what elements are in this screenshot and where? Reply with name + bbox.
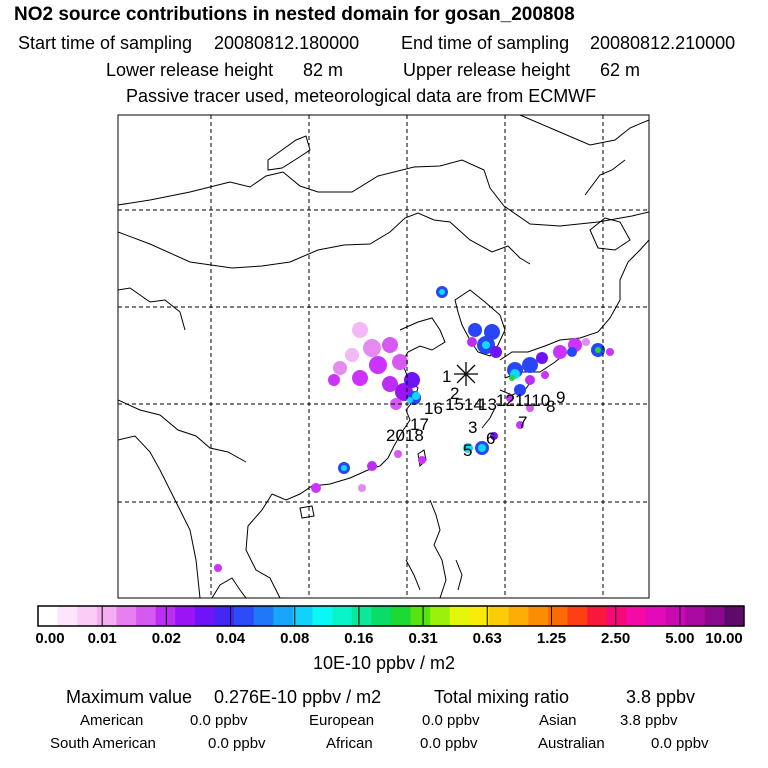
lower-height-value: 82 m — [303, 60, 344, 80]
region-australian-value: 0.0 ppbv — [651, 735, 709, 752]
source-label-7: 7 — [518, 413, 527, 432]
region-asian-value: 3.8 ppbv — [620, 712, 678, 729]
lower-height-label: Lower release height — [106, 60, 274, 80]
source-labels: 1 2 1514 13 121110 9 8 16 17 2018 3 7 6 … — [386, 367, 565, 460]
colorbar-tick-label: 0.63 — [472, 630, 502, 647]
colorbar-cell — [645, 606, 666, 626]
source-label-3: 3 — [468, 418, 477, 437]
colorbar-unit: 10E-10 ppbv / m2 — [312, 653, 456, 673]
end-time-label: End time of sampling — [401, 33, 570, 53]
region-south-american-name: South American — [50, 735, 156, 752]
source-label-20-18: 2018 — [386, 426, 424, 445]
receptor-marker — [454, 362, 478, 386]
colorbar-cell — [469, 606, 490, 626]
start-time-value: 20080812.180000 — [214, 33, 360, 53]
max-value: 0.276E-10 ppbv / m2 — [214, 687, 382, 707]
source-label-5-4: 5 — [463, 441, 472, 460]
colorbar-cell — [116, 606, 137, 626]
colorbar-cell — [528, 606, 549, 626]
colorbar-cell — [273, 606, 294, 626]
colorbar-cell — [194, 606, 215, 626]
colorbar-tick-label: 0.31 — [408, 630, 438, 647]
colorbar-cell — [96, 606, 117, 626]
colorbar-cell — [391, 606, 411, 626]
source-label-2: 2 — [450, 384, 459, 403]
colorbar-cell — [704, 606, 725, 626]
colorbar-cell — [38, 606, 58, 626]
colorbar-tick-label: 0.02 — [151, 630, 181, 647]
map-title: NO2 source contributions in nested domai… — [14, 4, 575, 25]
region-asian-name: Asian — [539, 712, 577, 729]
region-african-name: African — [326, 735, 373, 752]
source-label-1: 1 — [442, 367, 451, 386]
colorbar-tick-label: 1.25 — [536, 630, 567, 647]
region-south-american-value: 0.0 ppbv — [208, 735, 266, 752]
colorbar-cell — [410, 606, 431, 626]
start-time-label: Start time of sampling — [18, 33, 193, 53]
source-label-13: 13 — [478, 395, 497, 414]
total-mixing-value: 3.8 ppbv — [626, 687, 696, 707]
plume-cells — [214, 286, 614, 572]
source-label-9: 9 — [556, 388, 565, 407]
colorbar-cell — [547, 606, 568, 626]
colorbar-cell — [371, 606, 392, 626]
colorbar-cell — [351, 606, 372, 626]
region-european-value: 0.0 ppbv — [422, 712, 480, 729]
region-european-name: European — [309, 712, 375, 729]
region-american-name: American — [80, 712, 144, 729]
colorbar-cell — [136, 606, 156, 626]
grid-lines — [118, 115, 649, 598]
colorbar-cell — [626, 606, 647, 626]
colorbar-cell — [234, 606, 255, 626]
colorbar-cell — [312, 606, 333, 626]
colorbar-cell — [57, 606, 78, 626]
colorbar-cell — [292, 606, 313, 626]
upper-height-label: Upper release height — [403, 60, 571, 80]
region-australian-name: Australian — [538, 735, 605, 752]
colorbar-tick-label: 5.00 — [665, 630, 695, 647]
end-time-value: 20080812.210000 — [590, 33, 736, 53]
map-frame — [117, 114, 650, 599]
region-american-value: 0.0 ppbv — [190, 712, 248, 729]
colorbar-cell — [175, 606, 196, 626]
region-african-value: 0.0 ppbv — [420, 735, 478, 752]
coastlines — [118, 115, 649, 598]
total-mixing-label: Total mixing ratio — [434, 687, 570, 707]
colorbar-cell — [214, 606, 235, 626]
colorbar-tick-label: 0.04 — [215, 630, 246, 647]
colorbar-tick-label: 0.01 — [87, 630, 117, 647]
colorbar-frame — [37, 605, 745, 627]
upper-height-value: 62 m — [600, 60, 641, 80]
colorbar-cell — [449, 606, 470, 626]
colorbar — [37, 605, 745, 627]
colorbar-cell — [567, 606, 588, 626]
colorbar-cell — [489, 606, 509, 626]
colorbar-tick-label: 0.08 — [280, 630, 310, 647]
source-label-16: 16 — [424, 399, 443, 418]
colorbar-cell — [332, 606, 353, 626]
colorbar-cell — [253, 606, 274, 626]
colorbar-cell — [724, 606, 745, 626]
colorbar-tick-label: 0.16 — [344, 630, 374, 647]
colorbar-cell — [77, 606, 98, 626]
source-label-17: 17 — [410, 415, 429, 434]
colorbar-cell — [430, 606, 451, 626]
colorbar-cell — [155, 606, 176, 626]
colorbar-cell — [587, 606, 608, 626]
colorbar-tick-label: 10.00 — [705, 630, 743, 647]
source-label-8: 8 — [546, 397, 555, 416]
source-label-12-11-10: 121110 — [496, 391, 550, 410]
colorbar-cell — [606, 606, 627, 626]
colorbar-cell — [685, 606, 706, 626]
colorbar-tick-label: 2.50 — [601, 630, 631, 647]
colorbar-cell — [665, 606, 686, 626]
source-label-6: 6 — [486, 429, 495, 448]
colorbar-cell — [508, 606, 529, 626]
max-value-label: Maximum value — [66, 687, 193, 707]
source-label-15-14: 1514 — [445, 395, 483, 414]
tracer-note: Passive tracer used, meteorological data… — [126, 86, 597, 106]
colorbar-tick-label: 0.00 — [35, 630, 65, 647]
